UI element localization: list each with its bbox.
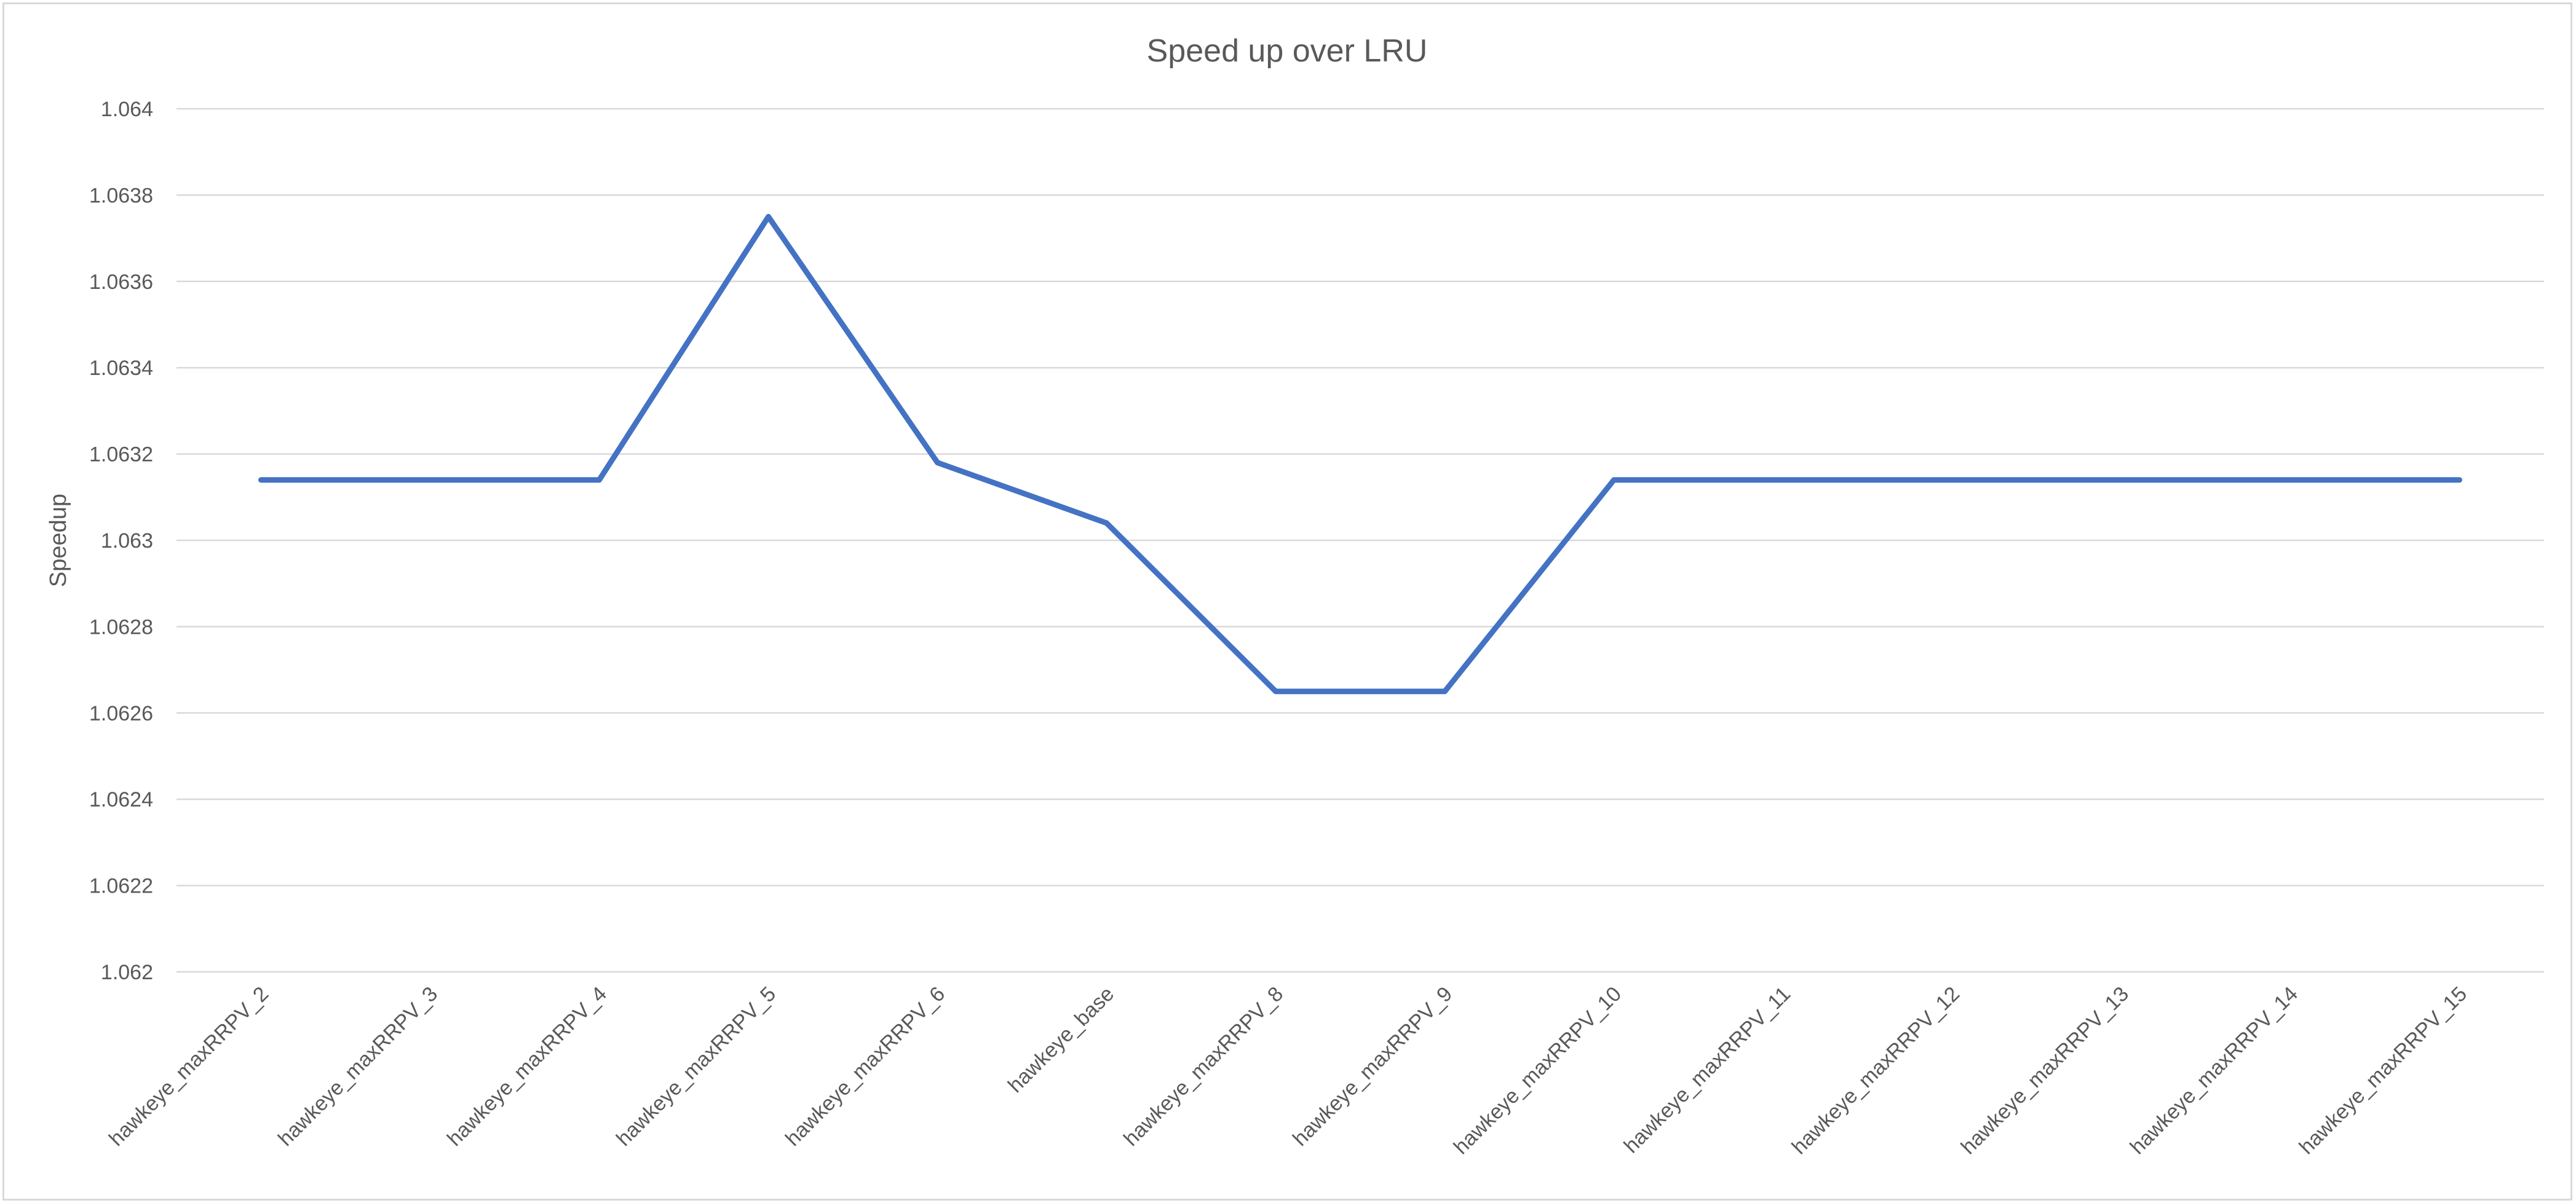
x-tick-label: hawkeye_maxRRPV_12 xyxy=(1788,982,1964,1159)
x-tick-label: hawkeye_maxRRPV_14 xyxy=(2126,982,2302,1159)
y-tick-label: 1.0622 xyxy=(89,875,153,898)
y-tick-label: 1.0632 xyxy=(89,443,153,467)
y-tick-label: 1.0636 xyxy=(89,270,153,294)
y-tick-label: 1.0628 xyxy=(89,615,153,639)
x-tick-label: hawkeye_maxRRPV_5 xyxy=(612,982,780,1151)
y-axis-tick-labels: 1.062 1.0622 1.0624 1.0626 1.0628 1.063 1.0632… xyxy=(89,98,153,984)
x-tick-label: hawkeye_maxRRPV_15 xyxy=(2295,982,2471,1159)
x-tick-label: hawkeye_maxRRPV_13 xyxy=(1957,982,2133,1159)
gridlines xyxy=(176,108,2544,973)
line-chart: Speed up over LRU Speedup 1.0621.06221.0… xyxy=(46,33,2544,1159)
y-axis-title: Speedup xyxy=(46,494,71,587)
y-tick-label: 1.063 xyxy=(101,529,153,553)
x-tick-label: hawkeye_maxRRPV_4 xyxy=(443,982,611,1151)
y-tick-label: 1.0634 xyxy=(89,357,153,380)
x-tick-label: hawkeye_maxRRPV_3 xyxy=(274,982,442,1151)
x-axis-tick-labels: hawkeye_maxRRPV_2 hawkeye_maxRRPV_3 hawkey… xyxy=(105,982,2471,1159)
y-tick-label: 1.062 xyxy=(101,961,153,984)
x-tick-label: hawkeye_maxRRPV_9 xyxy=(1288,982,1457,1151)
x-tick-label: hawkeye_base xyxy=(1004,982,1119,1097)
series-line xyxy=(258,214,2462,695)
series-layer xyxy=(258,214,2462,695)
x-tick-label: hawkeye_maxRRPV_11 xyxy=(1619,982,1795,1158)
y-tick-label: 1.0624 xyxy=(89,788,153,811)
x-tick-label: hawkeye_maxRRPV_8 xyxy=(1119,982,1288,1151)
x-tick-label: hawkeye_maxRRPV_10 xyxy=(1449,982,1626,1159)
y-tick-label: 1.064 xyxy=(101,98,153,121)
x-tick-label: hawkeye_maxRRPV_2 xyxy=(105,982,273,1151)
chart-title: Speed up over LRU xyxy=(1147,33,1428,69)
y-tick-label: 1.0626 xyxy=(89,702,153,725)
y-tick-label: 1.0638 xyxy=(89,184,153,207)
x-tick-label: hawkeye_maxRRPV_6 xyxy=(781,982,949,1151)
